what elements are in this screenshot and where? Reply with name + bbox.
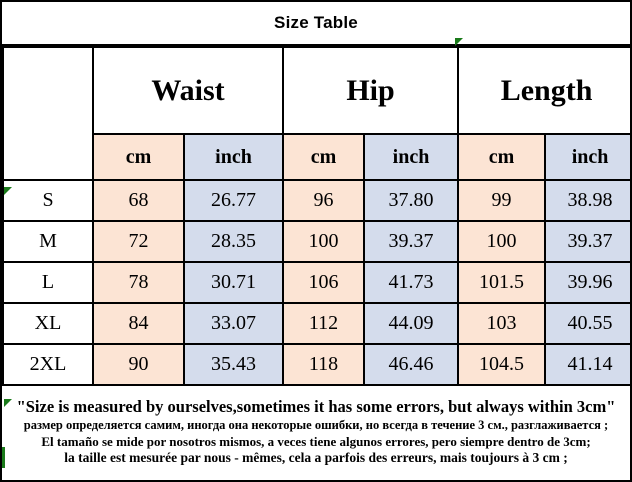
cell-length-cm: 103 (457, 302, 547, 345)
cell-length-cm: 104.5 (457, 343, 547, 386)
cell-waist-inch: 28.35 (182, 220, 285, 263)
size-label: M (2, 220, 94, 263)
group-header-length: Length (457, 46, 630, 135)
unit-header-length-cm: cm (457, 133, 547, 181)
disclaimer-russian: размер определяется самим, иногда она не… (23, 417, 609, 432)
table-row-2xl: 2XL 90 35.43 118 46.46 104.5 41.14 (2, 343, 630, 386)
table-row-l: L 78 30.71 106 41.73 101.5 39.96 (2, 261, 630, 304)
cell-length-cm: 99 (457, 179, 547, 222)
cell-waist-cm: 78 (92, 261, 185, 304)
cell-waist-inch: 26.77 (182, 179, 285, 222)
size-label: XL (2, 302, 94, 345)
cell-hip-inch: 44.09 (363, 302, 460, 345)
cell-waist-inch: 35.43 (182, 343, 285, 386)
cell-hip-cm: 106 (282, 261, 366, 304)
cell-length-inch: 39.96 (544, 261, 630, 304)
cell-hip-inch: 39.37 (363, 220, 460, 263)
cell-length-cm: 100 (457, 220, 547, 263)
disclaimer-english: "Size is measured by ourselves,sometimes… (16, 397, 616, 417)
cell-waist-cm: 72 (92, 220, 185, 263)
unit-header-row: cm inch cm inch cm inch (3, 133, 630, 181)
size-label: L (2, 261, 94, 304)
cell-hip-cm: 100 (282, 220, 366, 263)
cell-hip-cm: 96 (282, 179, 366, 222)
unit-header-waist-cm: cm (92, 133, 185, 181)
unit-header-length-inch: inch (544, 133, 630, 181)
cell-waist-cm: 90 (92, 343, 185, 386)
cell-hip-inch: 37.80 (363, 179, 460, 222)
group-header-row: Waist Hip Length (2, 46, 630, 181)
unit-header-hip-inch: inch (363, 133, 460, 181)
cell-hip-inch: 46.46 (363, 343, 460, 386)
cell-length-inch: 39.37 (544, 220, 630, 263)
group-header-hip: Hip (282, 46, 460, 135)
cell-length-inch: 40.55 (544, 302, 630, 345)
table-row-xl: XL 84 33.07 112 44.09 103 40.55 (2, 302, 630, 345)
cell-length-inch: 41.14 (544, 343, 630, 386)
size-table: Waist Hip Length cm inch cm inch cm inch… (2, 46, 630, 386)
cell-length-inch: 38.98 (544, 179, 630, 222)
cell-hip-inch: 41.73 (363, 261, 460, 304)
unit-header-hip-cm: cm (282, 133, 366, 181)
disclaimer-french: la taille est mesurée par nous - mêmes, … (64, 449, 568, 465)
size-label: S (2, 179, 94, 222)
table-row-m: M 72 28.35 100 39.37 100 39.37 (2, 220, 630, 263)
cell-waist-cm: 84 (92, 302, 185, 345)
cell-waist-inch: 30.71 (182, 261, 285, 304)
unit-header-waist-inch: inch (182, 133, 285, 181)
cell-hip-cm: 118 (282, 343, 366, 386)
cell-length-cm: 101.5 (457, 261, 547, 304)
table-row-s: S 68 26.77 96 37.80 99 38.98 (2, 179, 630, 222)
cell-hip-cm: 112 (282, 302, 366, 345)
disclaimer-spanish: El tamaño se mide por nosotros mismos, a… (41, 433, 591, 449)
cell-waist-cm: 68 (92, 179, 185, 222)
cell-waist-inch: 33.07 (182, 302, 285, 345)
corner-cell (2, 46, 94, 181)
page-title: Size Table (2, 2, 630, 46)
measurement-disclaimer: "Size is measured by ourselves,sometimes… (2, 386, 630, 480)
group-header-waist: Waist (91, 46, 285, 135)
size-label: 2XL (2, 343, 94, 386)
